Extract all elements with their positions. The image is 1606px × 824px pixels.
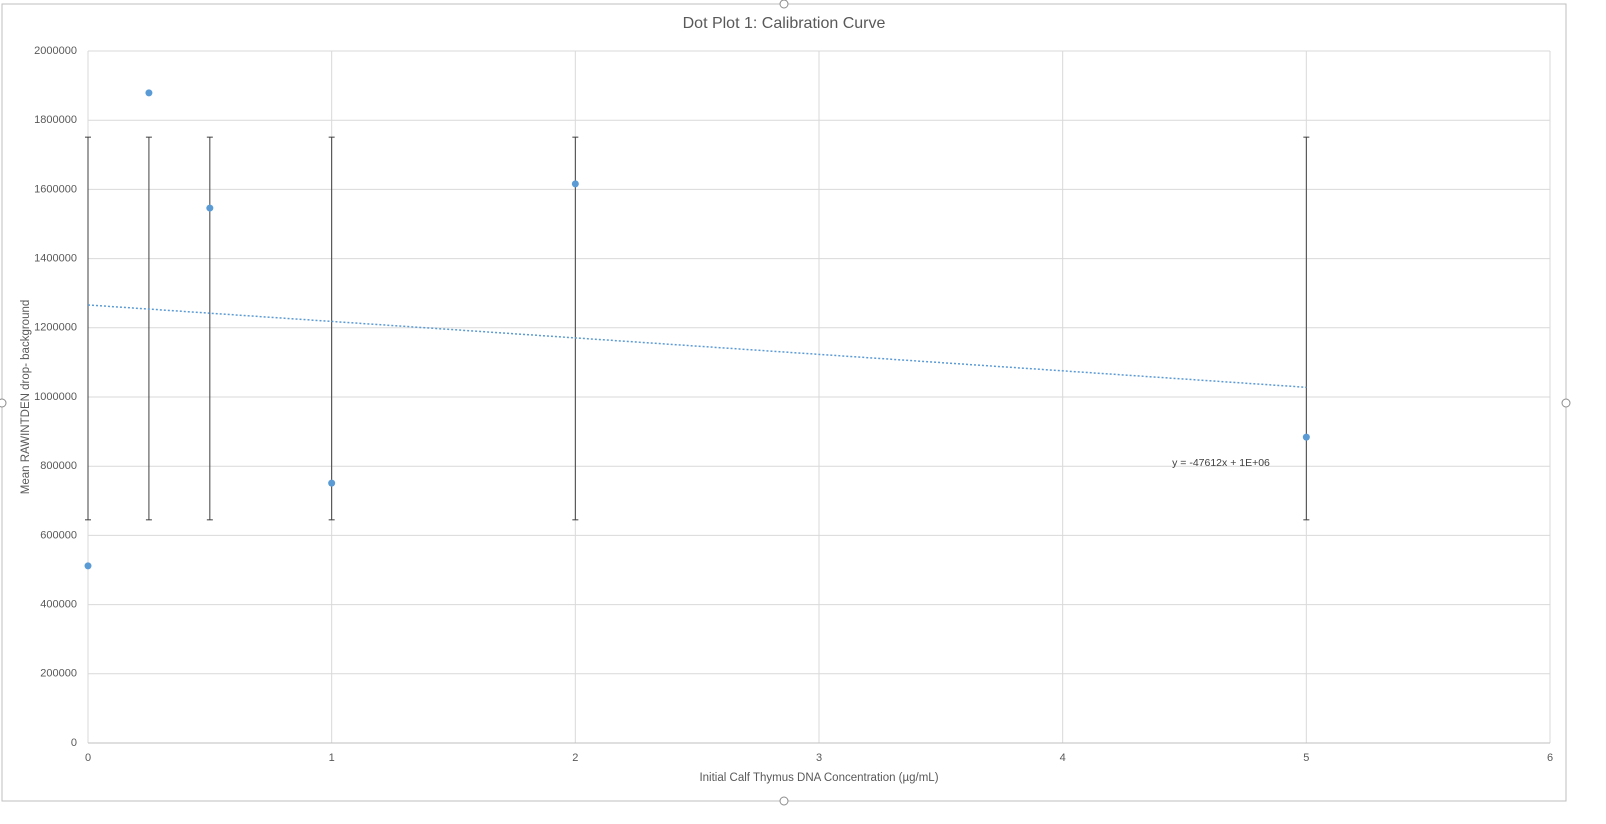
y-tick-label: 1600000 [34, 183, 77, 195]
x-tick-label: 4 [1060, 752, 1066, 764]
y-tick-label: 1800000 [34, 114, 77, 126]
data-point [84, 562, 92, 570]
y-axis-title: Mean RAWINTDEN drop- background [20, 300, 32, 495]
selection-handles [0, 0, 1571, 806]
x-tick-label: 2 [572, 752, 578, 764]
chart-title: Dot Plot 1: Calibration Curve [683, 15, 886, 32]
data-point [206, 204, 214, 212]
y-tick-label: 800000 [40, 460, 77, 472]
chart-frame [1, 3, 1567, 802]
trendline-label: y = -47612x + 1E+06 [1172, 457, 1270, 469]
y-tick-label: 400000 [40, 599, 77, 611]
y-tick-label: 0 [71, 737, 77, 749]
x-tick-label: 1 [329, 752, 335, 764]
data-point [571, 180, 579, 188]
y-tick-label: 1400000 [34, 253, 77, 265]
y-tick-label: 600000 [40, 529, 77, 541]
trendline [87, 304, 1307, 389]
y-tick-label: 200000 [40, 668, 77, 680]
data-point [1302, 433, 1310, 441]
y-tick-label: 2000000 [34, 45, 77, 57]
x-tick-label: 3 [816, 752, 822, 764]
x-tick-label: 0 [85, 752, 91, 764]
y-tick-label: 1000000 [34, 391, 77, 403]
y-tick-label: 1200000 [34, 322, 77, 334]
data-point [145, 89, 153, 97]
x-axis-title: Initial Calf Thymus DNA Concentration (µ… [699, 772, 938, 784]
x-tick-label: 6 [1547, 752, 1553, 764]
data-point [328, 479, 336, 487]
x-tick-label: 5 [1303, 752, 1309, 764]
